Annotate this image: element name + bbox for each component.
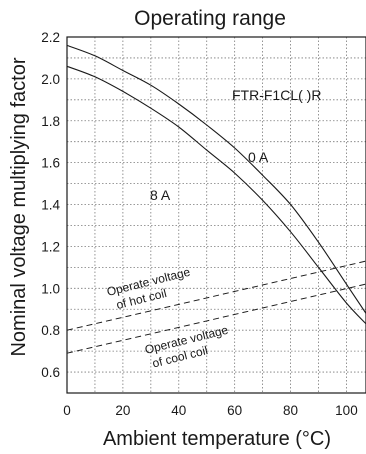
chart-title: Operating range <box>134 7 286 30</box>
cool-coil-annotation: Operate voltage of cool coil <box>143 323 230 371</box>
y-tick-label: 2.2 <box>41 30 60 45</box>
y-tick-label: 1.2 <box>41 239 60 254</box>
x-tick-label: 60 <box>227 403 242 418</box>
cool-coil-line <box>66 283 366 354</box>
curve-8a <box>66 65 366 325</box>
x-tick-label: 100 <box>335 403 358 418</box>
tick-labels: 0 20 40 60 80 100 0.6 0.8 1.0 1.2 1.4 1.6 1.8 2.0 2.2 <box>41 30 357 418</box>
series-label-8a: 8 A <box>150 187 171 203</box>
curve-0a <box>66 44 366 314</box>
x-axis-label: Ambient temperature (°C) <box>103 428 331 450</box>
y-tick-label: 1.0 <box>41 281 60 296</box>
y-tick-label: 0.6 <box>41 365 60 380</box>
y-tick-label: 1.6 <box>41 156 60 171</box>
x-tick-label: 80 <box>283 403 298 418</box>
y-tick-label: 0.8 <box>41 323 60 338</box>
y-axis-label: Nominal voltage multiplying factor <box>8 57 30 356</box>
model-label: FTR-F1CL( )R <box>232 87 321 103</box>
hot-coil-annotation: Operate voltage of hot coil <box>105 265 192 312</box>
data-series <box>66 44 366 354</box>
grid <box>67 37 366 393</box>
x-tick-label: 40 <box>171 403 186 418</box>
series-label-0a: 0 A <box>248 149 269 165</box>
x-tick-label: 0 <box>63 403 71 418</box>
hot-coil-line <box>66 260 366 331</box>
plot-frame <box>66 36 366 394</box>
y-tick-label: 2.0 <box>41 72 60 87</box>
y-tick-label: 1.4 <box>41 198 60 213</box>
x-tick-label: 20 <box>115 403 130 418</box>
y-tick-label: 1.8 <box>41 114 60 129</box>
